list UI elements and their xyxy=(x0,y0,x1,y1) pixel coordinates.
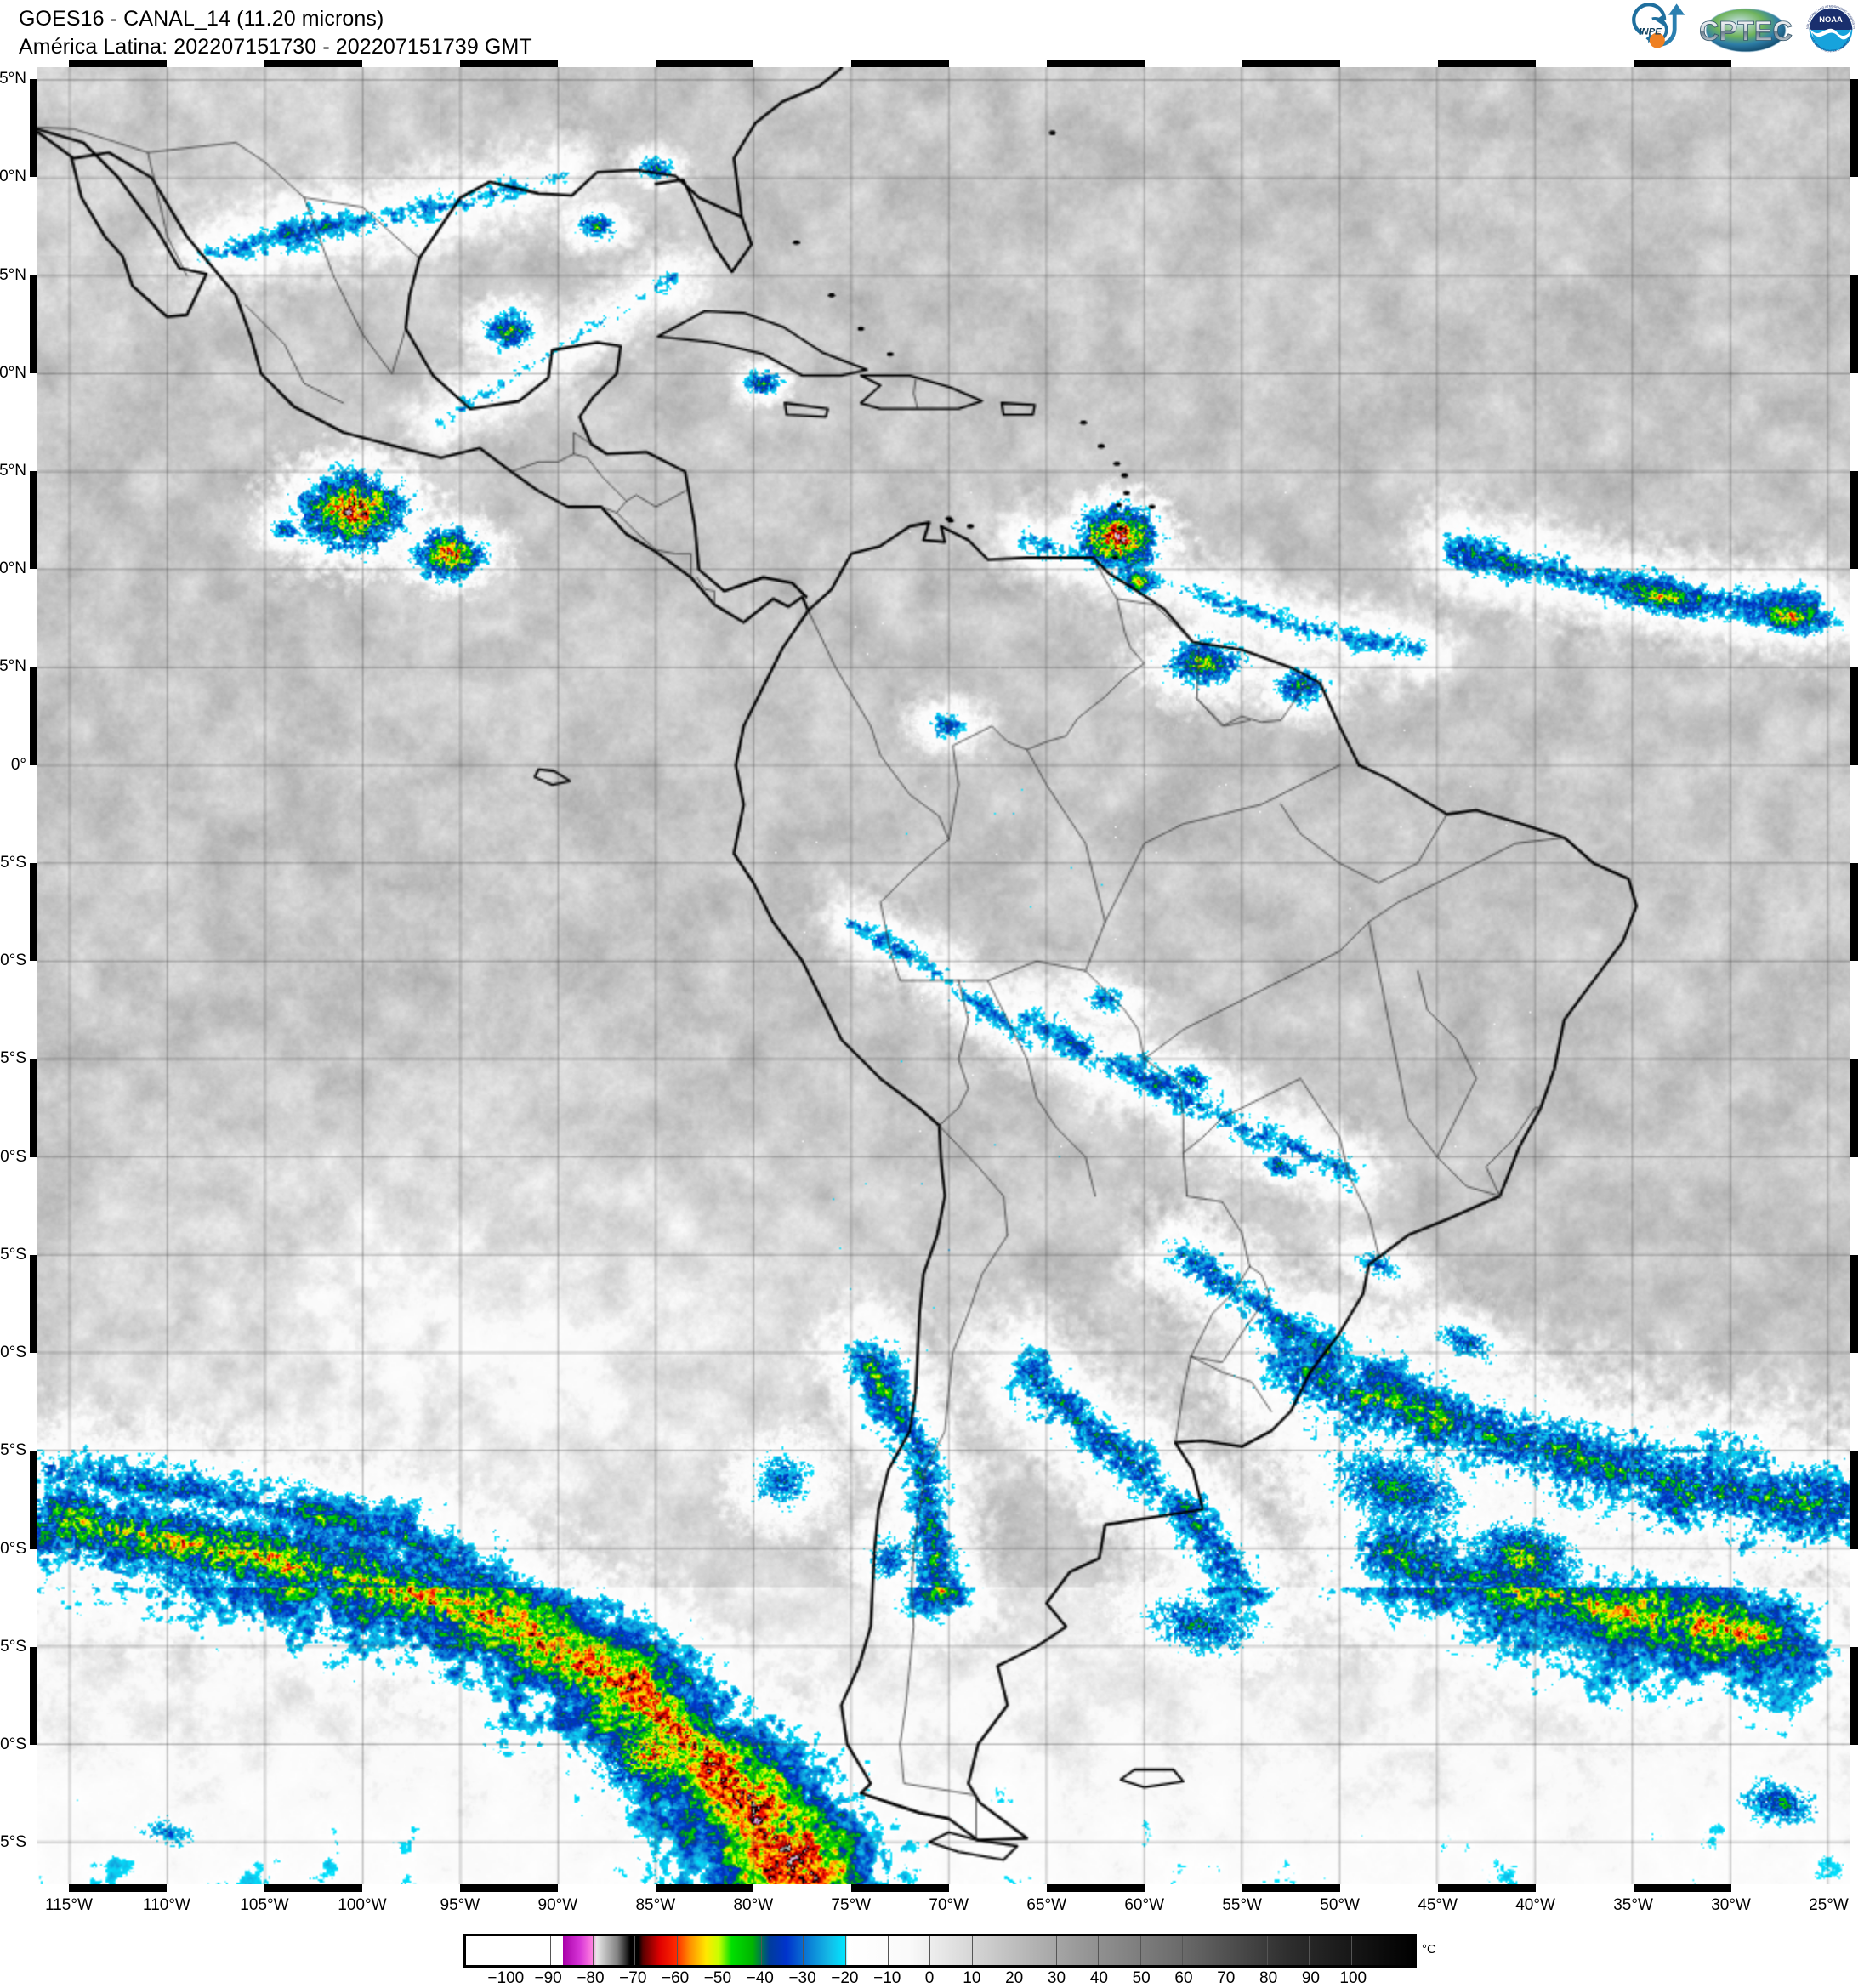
lon-label-40w: 40°W xyxy=(1515,1896,1555,1914)
colorbar-label--40: −40 xyxy=(746,1969,774,1987)
lat-label-5s: 5°S xyxy=(0,853,26,872)
noaa-logo-text: NOAA xyxy=(1819,15,1843,24)
lon-label-90w: 90°W xyxy=(537,1896,578,1914)
lon-label-80w: 80°W xyxy=(733,1896,774,1914)
cptec-logo: CPTEC xyxy=(1699,8,1793,53)
lon-label-55w: 55°W xyxy=(1222,1896,1262,1914)
lat-label-45s: 45°S xyxy=(0,1637,26,1656)
colorbar-label--100: −100 xyxy=(487,1969,525,1987)
lat-label-20s: 20°S xyxy=(0,1147,26,1166)
map-tick-band-bottom xyxy=(30,1884,1858,1892)
lat-label-5n: 5°N xyxy=(0,657,26,676)
lat-label-30s: 30°S xyxy=(0,1343,26,1362)
colorbar-label-10: 10 xyxy=(963,1969,981,1987)
colorbar-label--60: −60 xyxy=(661,1969,690,1987)
colorbar-tick-30 xyxy=(1055,1936,1057,1965)
lon-label-100w: 100°W xyxy=(338,1896,387,1914)
colorbar-tick--80 xyxy=(592,1936,594,1965)
lon-label-35w: 35°W xyxy=(1613,1896,1653,1914)
colorbar-tick-0 xyxy=(929,1936,931,1965)
colorbar-label-20: 20 xyxy=(1005,1969,1024,1987)
lat-label-55s: 55°S xyxy=(0,1833,26,1852)
colorbar-tick--30 xyxy=(803,1936,804,1965)
colorbar-tick--40 xyxy=(760,1936,762,1965)
colorbar-label-30: 30 xyxy=(1047,1969,1066,1987)
colorbar-label--30: −30 xyxy=(788,1969,816,1987)
map-tick-band-right xyxy=(1850,60,1858,1892)
lon-label-65w: 65°W xyxy=(1026,1896,1067,1914)
colorbar-tick--20 xyxy=(845,1936,846,1965)
lon-label-25w: 25°W xyxy=(1809,1896,1849,1914)
colorbar-label-60: 60 xyxy=(1174,1969,1193,1987)
map-tick-band-top xyxy=(30,60,1858,67)
lat-label-10s: 10°S xyxy=(0,951,26,970)
lat-label-25s: 25°S xyxy=(0,1245,26,1264)
map-tick-band-left xyxy=(30,60,37,1892)
lat-label-15s: 15°S xyxy=(0,1049,26,1068)
title-block: GOES16 - CANAL_14 (11.20 microns) Améric… xyxy=(19,5,532,60)
inpe-logo: INPE xyxy=(1632,3,1685,48)
cptec-logo-text: CPTEC xyxy=(1699,16,1793,47)
lon-label-30w: 30°W xyxy=(1711,1896,1751,1914)
colorbar-tickmarks xyxy=(466,1936,1414,1965)
header: GOES16 - CANAL_14 (11.20 microns) Améric… xyxy=(0,0,1864,60)
lon-label-45w: 45°W xyxy=(1418,1896,1458,1914)
satellite-map[interactable] xyxy=(30,60,1858,1892)
inpe-logo-text: INPE xyxy=(1639,26,1662,37)
lon-label-60w: 60°W xyxy=(1124,1896,1165,1914)
colorbar-gradient xyxy=(466,1936,1414,1965)
colorbar-label--70: −70 xyxy=(619,1969,647,1987)
lon-label-75w: 75°W xyxy=(831,1896,872,1914)
colorbar-label--80: −80 xyxy=(577,1969,605,1987)
colorbar-label-0: 0 xyxy=(924,1969,935,1987)
lon-label-115w: 115°W xyxy=(45,1896,93,1914)
lat-label-20n: 20°N xyxy=(0,363,26,382)
colorbar-tick-80 xyxy=(1266,1936,1268,1965)
lat-label-35n: 35°N xyxy=(0,70,26,88)
lon-label-85w: 85°W xyxy=(635,1896,676,1914)
colorbar-legend: °C −100 −90 −80 −70 −60 −50 −40 −30 −20 −10 0 10 20 3… xyxy=(0,1930,1864,1987)
colorbar-tick-60 xyxy=(1182,1936,1184,1965)
colorbar-label-80: 80 xyxy=(1259,1969,1278,1987)
colorbar-tick-90 xyxy=(1309,1936,1310,1965)
colorbar-unit-label: °C xyxy=(1422,1942,1436,1957)
noaa-logo: NOAA NATIONAL OCEANIC AND ATMOSPHERIC AD… xyxy=(1803,2,1858,57)
satellite-image-canvas xyxy=(31,60,1857,1891)
region-timestamp: América Latina: 202207151730 - 202207151… xyxy=(19,34,532,59)
colorbar-label-50: 50 xyxy=(1132,1969,1151,1987)
lon-label-70w: 70°W xyxy=(929,1896,969,1914)
colorbar-scale[interactable] xyxy=(463,1934,1417,1968)
colorbar-label-90: 90 xyxy=(1301,1969,1321,1987)
colorbar-tick--70 xyxy=(634,1936,636,1965)
lon-label-50w: 50°W xyxy=(1320,1896,1360,1914)
product-title: GOES16 - CANAL_14 (11.20 microns) xyxy=(19,7,384,31)
lon-label-110w: 110°W xyxy=(143,1896,190,1914)
colorbar-label-70: 70 xyxy=(1217,1969,1236,1987)
colorbar-label--10: −10 xyxy=(873,1969,901,1987)
lat-label-35s: 35°S xyxy=(0,1441,26,1460)
colorbar-tick-50 xyxy=(1139,1936,1141,1965)
colorbar-label--50: −50 xyxy=(703,1969,732,1987)
lat-label-0: 0° xyxy=(10,755,26,774)
colorbar-tick-100 xyxy=(1350,1936,1352,1965)
colorbar-tick-10 xyxy=(971,1936,973,1965)
colorbar-label-100: 100 xyxy=(1339,1969,1367,1987)
colorbar-tick--90 xyxy=(550,1936,552,1965)
lat-label-15n: 15°N xyxy=(0,462,26,480)
colorbar-label-40: 40 xyxy=(1089,1969,1108,1987)
colorbar-tick-40 xyxy=(1098,1936,1100,1965)
lat-label-10n: 10°N xyxy=(0,559,26,578)
lat-label-40s: 40°S xyxy=(0,1539,26,1558)
colorbar-label--20: −20 xyxy=(831,1969,859,1987)
logo-strip: INPE CPTEC xyxy=(1628,0,1859,60)
colorbar-label--90: −90 xyxy=(534,1969,562,1987)
lon-label-95w: 95°W xyxy=(440,1896,480,1914)
lat-label-25n: 25°N xyxy=(0,265,26,284)
lat-label-30n: 30°N xyxy=(0,168,26,186)
lon-label-105w: 105°W xyxy=(240,1896,289,1914)
colorbar-tick--60 xyxy=(676,1936,678,1965)
lat-label-50s: 50°S xyxy=(0,1735,26,1754)
colorbar-tick--10 xyxy=(887,1936,889,1965)
